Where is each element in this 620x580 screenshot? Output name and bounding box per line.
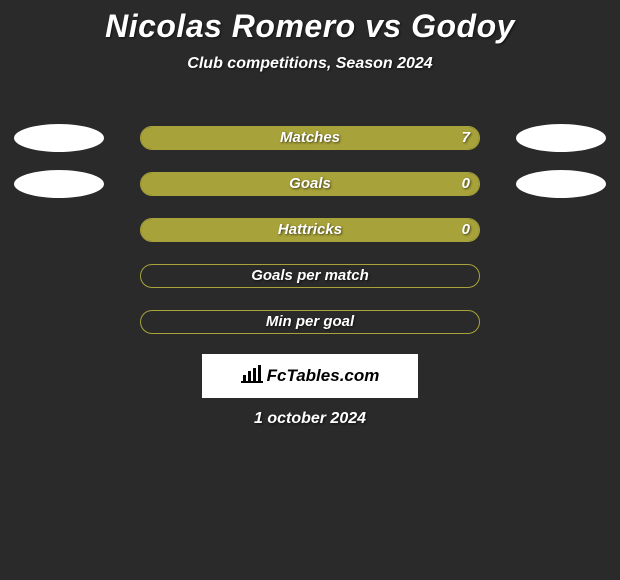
brand-text: FcTables.com [267, 366, 380, 386]
stat-bar-track [140, 264, 480, 288]
stat-row: Min per goal [0, 308, 620, 354]
stat-rows: Matches 7 Goals 0 Hattricks 0 [0, 124, 620, 354]
stat-bar-fill [141, 173, 479, 195]
page-title: Nicolas Romero vs Godoy [0, 0, 620, 45]
stat-bar-track [140, 310, 480, 334]
stat-row: Goals 0 [0, 170, 620, 216]
page-subtitle: Club competitions, Season 2024 [0, 55, 620, 73]
comparison-infographic: Nicolas Romero vs Godoy Club competition… [0, 0, 620, 580]
player-left-avatar [14, 170, 104, 198]
bar-chart-icon [241, 365, 263, 388]
player-right-avatar [516, 170, 606, 198]
stat-row: Hattricks 0 [0, 216, 620, 262]
brand-label: FcTables.com [241, 365, 380, 388]
player-left-avatar [14, 124, 104, 152]
stat-bar-track [140, 218, 480, 242]
stat-bar-fill [141, 127, 479, 149]
stat-row: Goals per match [0, 262, 620, 308]
stat-row: Matches 7 [0, 124, 620, 170]
stat-bar-track [140, 172, 480, 196]
stat-bar-fill [141, 219, 479, 241]
footer-date: 1 october 2024 [0, 410, 620, 428]
stat-bar-track [140, 126, 480, 150]
player-right-avatar [516, 124, 606, 152]
brand-box: FcTables.com [202, 354, 418, 398]
